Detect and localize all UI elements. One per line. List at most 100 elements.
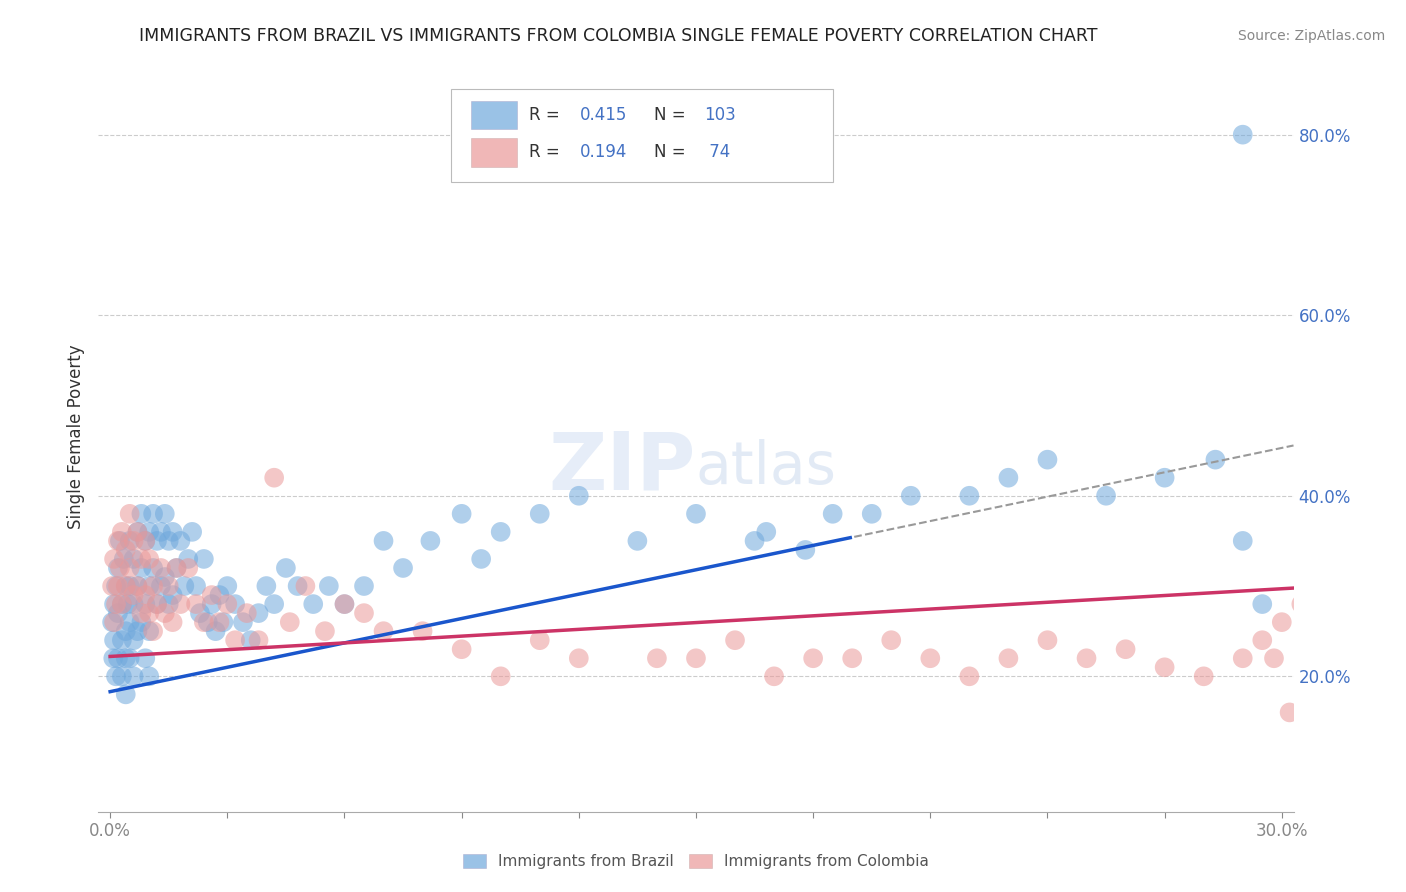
- Point: [263, 597, 285, 611]
- Point: [419, 533, 441, 548]
- Point: [685, 651, 707, 665]
- Point: [118, 651, 141, 665]
- Point: [1192, 669, 1215, 683]
- FancyBboxPatch shape: [451, 88, 834, 182]
- Point: [114, 624, 136, 639]
- Point: [529, 507, 551, 521]
- Point: [274, 561, 297, 575]
- Point: [1251, 597, 1274, 611]
- Text: IMMIGRANTS FROM BRAZIL VS IMMIGRANTS FROM COLOMBIA SINGLE FEMALE POVERTY CORRELA: IMMIGRANTS FROM BRAZIL VS IMMIGRANTS FRO…: [139, 27, 1098, 45]
- Point: [254, 579, 277, 593]
- Point: [138, 624, 160, 639]
- Point: [107, 533, 129, 548]
- Point: [860, 507, 883, 521]
- Point: [1153, 471, 1175, 485]
- Point: [232, 615, 254, 629]
- Point: [1095, 489, 1118, 503]
- Point: [157, 597, 180, 611]
- Point: [278, 615, 301, 629]
- Point: [111, 669, 134, 683]
- Point: [114, 651, 136, 665]
- Point: [131, 561, 153, 575]
- Point: [263, 471, 285, 485]
- Point: [157, 533, 180, 548]
- Point: [841, 651, 863, 665]
- Point: [103, 615, 125, 629]
- Point: [122, 669, 145, 683]
- Point: [1271, 615, 1294, 629]
- Point: [138, 552, 160, 566]
- Point: [645, 651, 668, 665]
- Point: [118, 533, 141, 548]
- Point: [181, 524, 204, 539]
- Point: [122, 552, 145, 566]
- Point: [957, 489, 980, 503]
- Point: [157, 579, 180, 593]
- Point: [166, 561, 188, 575]
- Point: [489, 524, 512, 539]
- Point: [112, 552, 135, 566]
- Point: [353, 579, 375, 593]
- Point: [900, 489, 922, 503]
- Text: 74: 74: [704, 144, 731, 161]
- Point: [134, 533, 156, 548]
- Point: [108, 561, 131, 575]
- Text: ZIP: ZIP: [548, 428, 696, 506]
- Point: [1232, 651, 1254, 665]
- Point: [224, 597, 246, 611]
- Point: [318, 579, 340, 593]
- Point: [107, 606, 129, 620]
- Point: [1232, 533, 1254, 548]
- Point: [105, 579, 128, 593]
- Point: [1036, 633, 1059, 648]
- Point: [412, 624, 434, 639]
- Point: [118, 561, 141, 575]
- Point: [142, 624, 165, 639]
- Point: [568, 489, 591, 503]
- Point: [105, 669, 128, 683]
- Point: [763, 669, 786, 683]
- Point: [204, 624, 226, 639]
- Point: [197, 615, 219, 629]
- Point: [1232, 128, 1254, 142]
- Point: [302, 597, 325, 611]
- Text: 103: 103: [704, 106, 737, 124]
- Point: [450, 507, 472, 521]
- Point: [184, 597, 207, 611]
- Point: [201, 597, 224, 611]
- Point: [153, 507, 176, 521]
- Point: [1291, 597, 1313, 611]
- Point: [724, 633, 747, 648]
- Legend: Immigrants from Brazil, Immigrants from Colombia: Immigrants from Brazil, Immigrants from …: [457, 848, 935, 875]
- Point: [470, 552, 492, 566]
- Point: [1115, 642, 1137, 657]
- Text: Source: ZipAtlas.com: Source: ZipAtlas.com: [1237, 29, 1385, 43]
- Point: [373, 624, 395, 639]
- Point: [117, 597, 139, 611]
- Point: [821, 507, 844, 521]
- Point: [149, 524, 172, 539]
- Point: [122, 633, 145, 648]
- Point: [287, 579, 309, 593]
- Point: [118, 615, 141, 629]
- Point: [107, 561, 129, 575]
- Point: [134, 597, 156, 611]
- Point: [217, 597, 239, 611]
- Point: [111, 633, 134, 648]
- Point: [103, 651, 125, 665]
- Point: [193, 552, 215, 566]
- Point: [127, 624, 149, 639]
- Point: [105, 597, 128, 611]
- Point: [142, 579, 165, 593]
- Point: [153, 606, 176, 620]
- Point: [801, 651, 824, 665]
- Point: [127, 579, 149, 593]
- Point: [208, 615, 231, 629]
- FancyBboxPatch shape: [471, 138, 517, 167]
- Point: [880, 633, 903, 648]
- Point: [217, 579, 239, 593]
- Y-axis label: Single Female Poverty: Single Female Poverty: [66, 345, 84, 529]
- Point: [489, 669, 512, 683]
- Point: [957, 669, 980, 683]
- Point: [114, 543, 136, 558]
